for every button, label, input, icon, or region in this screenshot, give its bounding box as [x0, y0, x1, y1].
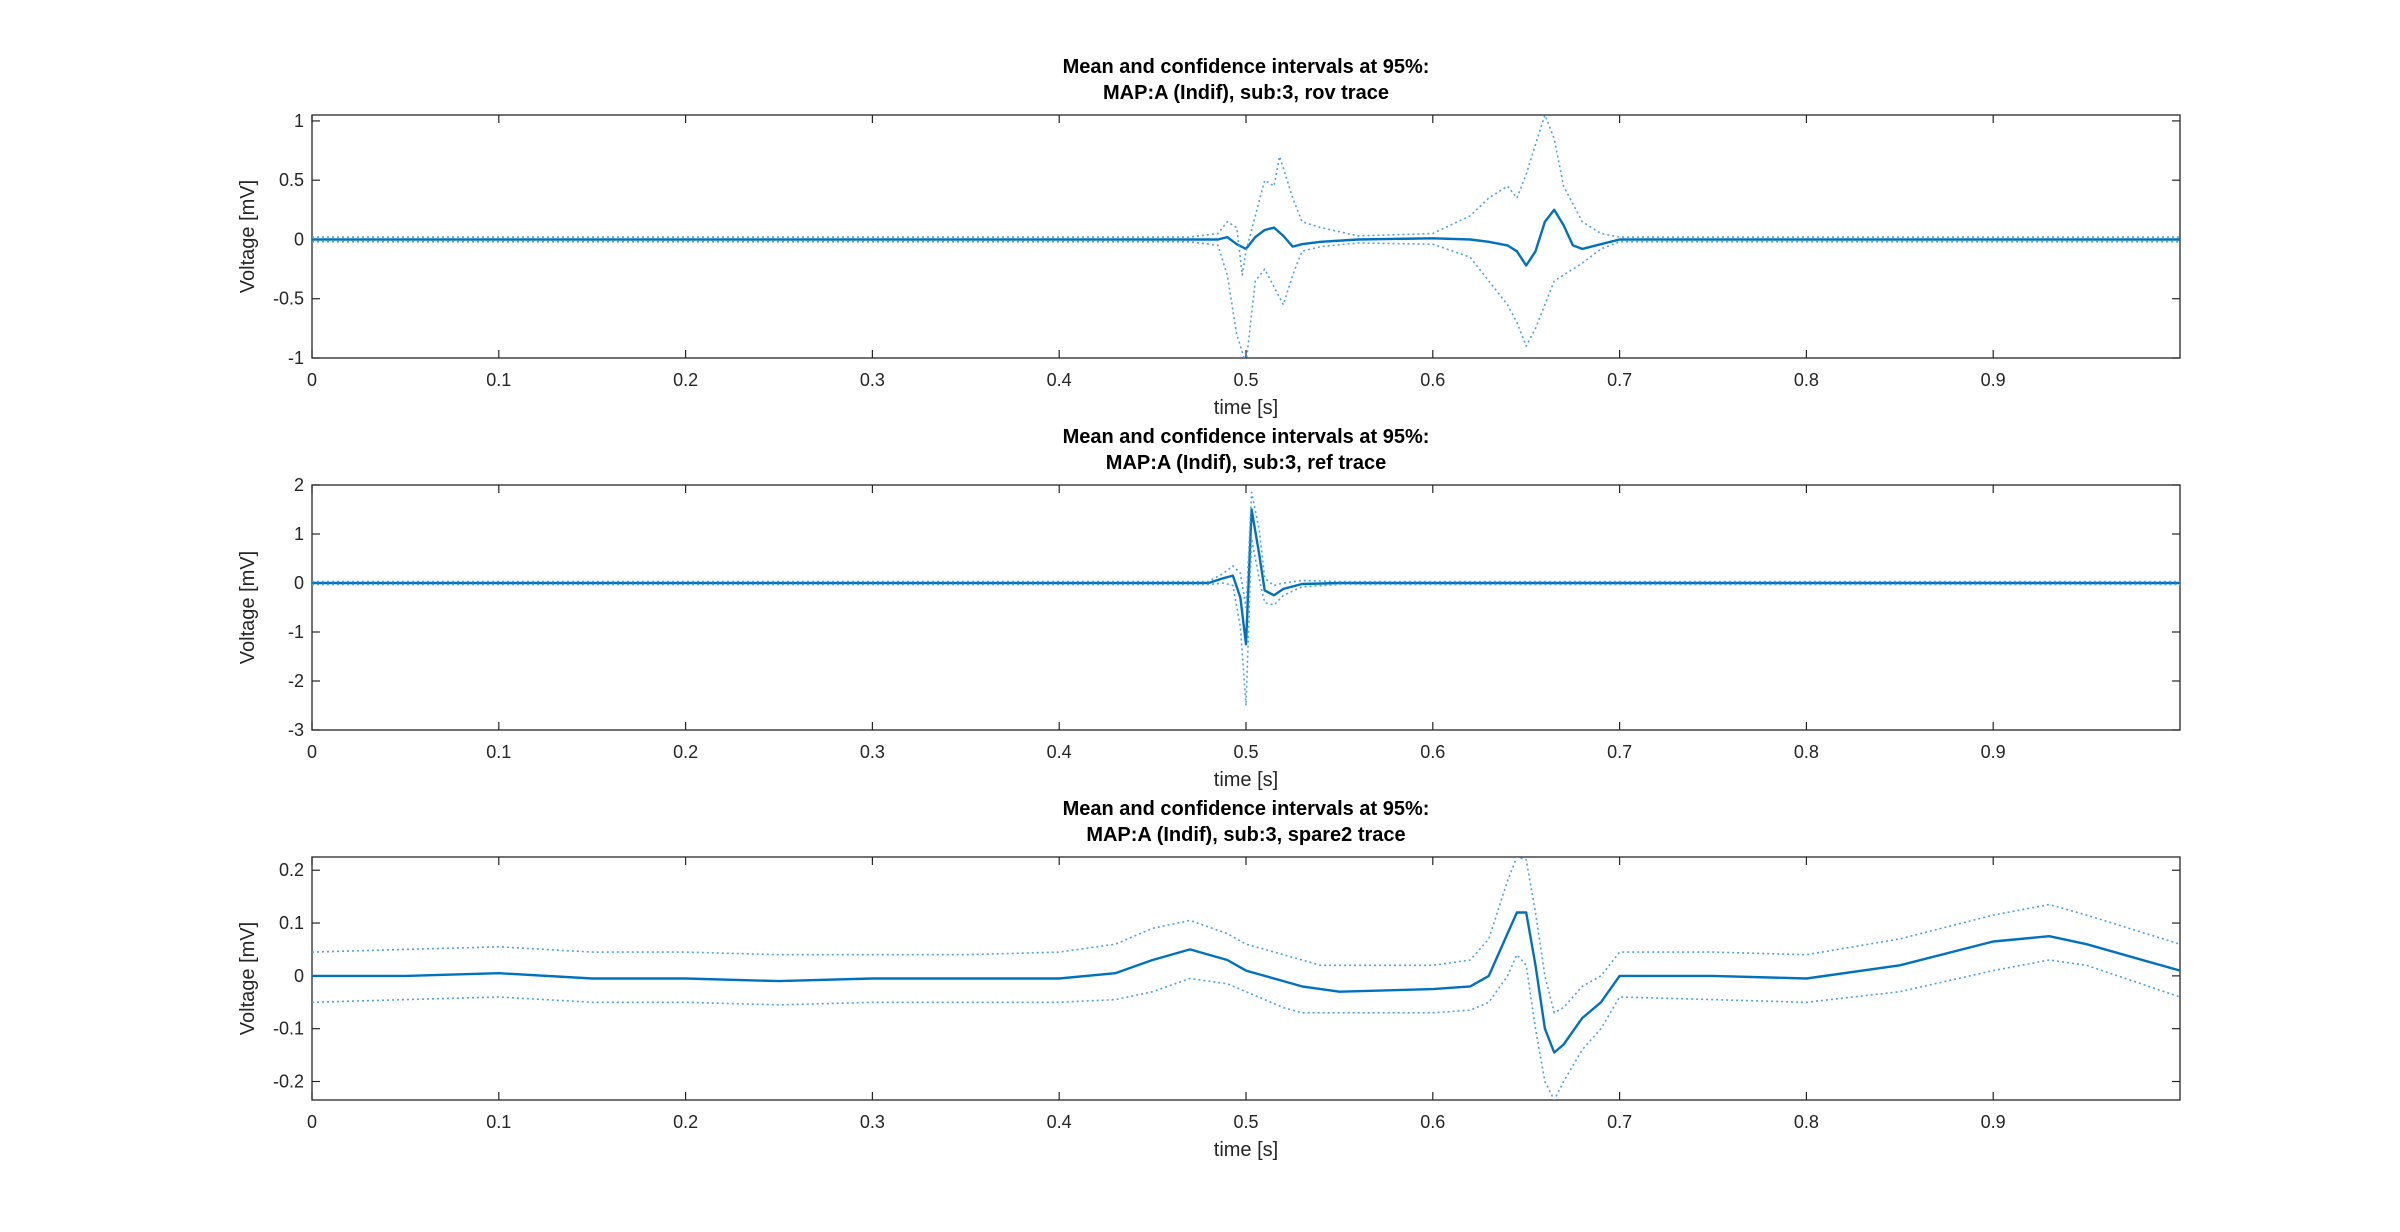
chart-title-line-1: Mean and confidence intervals at 95%: [1063, 426, 1430, 448]
x-tick-label: 0.5 [1233, 742, 1258, 762]
y-tick-label: 0 [294, 229, 304, 249]
y-tick-label: -3 [288, 720, 304, 740]
x-tick-label: 0.4 [1047, 370, 1072, 390]
confidence-bound-line-1 [312, 857, 2180, 1014]
y-tick-label: 1 [294, 524, 304, 544]
x-tick-label: 0.6 [1420, 1112, 1445, 1132]
x-tick-label: 0.1 [486, 1112, 511, 1132]
y-tick-label: 0 [294, 573, 304, 593]
y-tick-label: 0 [294, 966, 304, 986]
x-tick-label: 0 [307, 1112, 317, 1132]
mean-trace-line [312, 508, 2180, 646]
y-tick-label: 0.1 [279, 913, 304, 933]
x-axis-label: time [s] [1214, 397, 1278, 419]
x-tick-label: 0.3 [860, 370, 885, 390]
x-tick-label: 0.1 [486, 742, 511, 762]
confidence-bound-line-1 [312, 115, 2180, 276]
x-tick-label: 0.6 [1420, 370, 1445, 390]
y-tick-label: -1 [288, 348, 304, 368]
x-tick-label: 0.7 [1607, 742, 1632, 762]
x-tick-label: 0.9 [1981, 370, 2006, 390]
x-tick-label: 0.8 [1794, 1112, 1819, 1132]
x-tick-label: 0 [307, 742, 317, 762]
x-tick-label: 0.1 [486, 370, 511, 390]
x-tick-label: 0.5 [1233, 1112, 1258, 1132]
chart-panel-1: Mean and confidence intervals at 95%: MAP… [237, 56, 2181, 419]
x-tick-label: 0.3 [860, 1112, 885, 1132]
x-tick-label: 0.7 [1607, 370, 1632, 390]
x-tick-label: 0.8 [1794, 742, 1819, 762]
y-axis-label: Voltage [mV] [237, 180, 259, 293]
chart-title-line-2: MAP:A (Indif), sub:3, spare2 trace [1086, 824, 1405, 846]
x-axis-label: time [s] [1214, 1139, 1278, 1161]
x-tick-label: 0.4 [1047, 1112, 1072, 1132]
y-tick-label: -1 [288, 622, 304, 642]
x-tick-label: 0.2 [673, 370, 698, 390]
x-tick-label: 0.9 [1981, 742, 2006, 762]
y-tick-label: -0.5 [273, 289, 304, 309]
chart-title-line-2: MAP:A (Indif), sub:3, ref trace [1106, 452, 1386, 474]
y-tick-label: 1 [294, 111, 304, 131]
chart-title-line-1: Mean and confidence intervals at 95%: [1063, 798, 1430, 820]
x-tick-label: 0.3 [860, 742, 885, 762]
x-tick-label: 0 [307, 370, 317, 390]
y-tick-label: -2 [288, 671, 304, 691]
y-tick-label: 2 [294, 475, 304, 495]
x-tick-label: 0.6 [1420, 742, 1445, 762]
confidence-bound-line-2 [312, 953, 2180, 1100]
chart-title-line-1: Mean and confidence intervals at 95%: [1063, 56, 1430, 78]
x-tick-label: 0.9 [1981, 1112, 2006, 1132]
chart-panel-2: Mean and confidence intervals at 95%: MAP… [237, 426, 2181, 791]
y-axis-label: Voltage [mV] [237, 551, 259, 664]
x-tick-label: 0.8 [1794, 370, 1819, 390]
chart-panel-3: Mean and confidence intervals at 95%: MAP… [237, 798, 2181, 1161]
chart-title-line-2: MAP:A (Indif), sub:3, rov trace [1103, 82, 1389, 104]
y-axis-label: Voltage [mV] [237, 922, 259, 1035]
x-tick-label: 0.4 [1047, 742, 1072, 762]
y-tick-label: 0.2 [279, 860, 304, 880]
mean-trace-line [312, 208, 2180, 267]
x-tick-label: 0.7 [1607, 1112, 1632, 1132]
mean-trace-line [312, 911, 2180, 1054]
confidence-bound-line-1 [312, 491, 2180, 609]
y-tick-label: -0.1 [273, 1019, 304, 1039]
x-axis-label: time [s] [1214, 769, 1278, 791]
y-tick-label: -0.2 [273, 1072, 304, 1092]
confidence-bound-line-2 [312, 241, 2180, 358]
x-tick-label: 0.2 [673, 1112, 698, 1132]
x-tick-label: 0.5 [1233, 370, 1258, 390]
x-tick-label: 0.2 [673, 742, 698, 762]
y-tick-label: 0.5 [279, 170, 304, 190]
